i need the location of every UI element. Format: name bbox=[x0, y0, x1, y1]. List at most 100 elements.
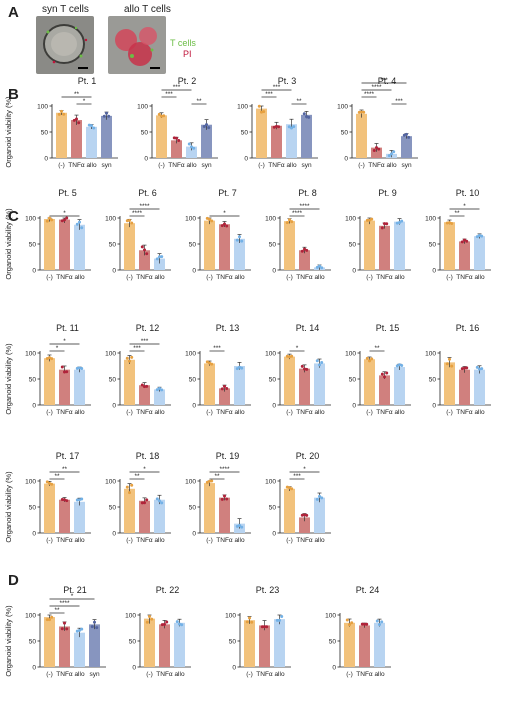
y-tick-label: 100 bbox=[345, 351, 356, 358]
bar bbox=[256, 108, 267, 158]
significance-label: **** bbox=[299, 203, 310, 210]
replicate-point bbox=[318, 264, 321, 268]
x-tick-label: TNFα bbox=[356, 671, 373, 678]
image-title-syn: syn T cells bbox=[42, 4, 89, 15]
replicate-point bbox=[240, 525, 244, 529]
y-tick-label: 50 bbox=[429, 242, 437, 249]
replicate-point bbox=[177, 138, 181, 142]
y-tick-label: 100 bbox=[225, 613, 236, 620]
bar bbox=[284, 356, 295, 405]
bar bbox=[201, 124, 212, 158]
x-tick-label: (-) bbox=[206, 537, 213, 544]
bar bbox=[379, 225, 390, 270]
replicate-point bbox=[130, 355, 134, 359]
y-tick-label: 0 bbox=[272, 403, 276, 410]
replicate-point bbox=[460, 240, 464, 244]
replicate-point bbox=[128, 218, 131, 222]
replicate-point bbox=[387, 154, 391, 158]
y-tick-label: 50 bbox=[29, 242, 37, 249]
legend-pi: PI bbox=[183, 49, 192, 59]
replicate-point bbox=[158, 499, 161, 503]
x-tick-label: (-) bbox=[46, 409, 53, 416]
x-tick-label: (-) bbox=[206, 409, 213, 416]
bar bbox=[444, 222, 455, 270]
y-tick-label: 100 bbox=[125, 613, 136, 620]
replicate-point bbox=[345, 618, 349, 622]
x-tick-label: (-) bbox=[206, 274, 213, 281]
y-tick-label: 100 bbox=[25, 351, 36, 358]
x-tick-label: syn bbox=[401, 162, 412, 169]
significance-label: * bbox=[296, 345, 299, 352]
y-tick-label: 100 bbox=[25, 216, 36, 223]
replicate-point bbox=[278, 618, 281, 622]
replicate-point bbox=[143, 385, 146, 389]
y-tick-label: 100 bbox=[237, 104, 248, 111]
significance-label: **** bbox=[292, 210, 303, 217]
x-tick-label: allo bbox=[234, 409, 245, 416]
y-tick-label: 50 bbox=[29, 377, 37, 384]
x-tick-label: allo bbox=[394, 409, 405, 416]
replicate-point bbox=[290, 487, 294, 491]
y-tick-label: 100 bbox=[37, 104, 48, 111]
y-tick-label: 0 bbox=[32, 665, 36, 672]
x-tick-label: (-) bbox=[358, 162, 365, 169]
chart-title: Pt. 17 bbox=[56, 451, 80, 461]
x-tick-label: TNFα bbox=[216, 409, 233, 416]
x-tick-label: allo bbox=[74, 537, 85, 544]
replicate-point bbox=[192, 146, 196, 150]
replicate-point bbox=[248, 616, 251, 620]
replicate-point bbox=[65, 370, 69, 374]
y-tick-label: 50 bbox=[269, 505, 277, 512]
replicate-point bbox=[318, 494, 321, 498]
y-tick-label: 100 bbox=[105, 351, 116, 358]
y-tick-label: 100 bbox=[265, 216, 276, 223]
significance-label: * bbox=[83, 98, 86, 105]
replicate-point bbox=[385, 222, 389, 226]
replicate-point bbox=[57, 112, 61, 116]
y-tick-label: 0 bbox=[352, 403, 356, 410]
replicate-point bbox=[155, 257, 159, 261]
x-tick-label: TNFα bbox=[136, 274, 153, 281]
bar bbox=[139, 500, 150, 533]
bar bbox=[364, 359, 375, 405]
bar bbox=[139, 250, 150, 270]
bar bbox=[59, 219, 70, 270]
y-tick-label: 0 bbox=[352, 268, 356, 275]
y-tick-label: 50 bbox=[269, 377, 277, 384]
replicate-point bbox=[300, 249, 304, 253]
replicate-point bbox=[125, 356, 129, 360]
bar bbox=[44, 219, 55, 270]
replicate-point bbox=[210, 479, 214, 483]
chart-title: Pt. 12 bbox=[136, 323, 160, 333]
chart-title: Pt. 2 bbox=[178, 76, 197, 86]
replicate-point bbox=[208, 479, 211, 483]
chart-title: Pt. 7 bbox=[218, 188, 237, 198]
bar bbox=[284, 221, 295, 270]
replicate-point bbox=[163, 622, 166, 626]
replicate-point bbox=[162, 114, 166, 118]
x-tick-label: TNFα bbox=[136, 409, 153, 416]
bar bbox=[444, 362, 455, 405]
replicate-point bbox=[465, 366, 469, 370]
replicate-point bbox=[240, 366, 244, 370]
replicate-point bbox=[160, 623, 164, 627]
replicate-point bbox=[235, 238, 239, 242]
x-tick-label: TNFα bbox=[56, 537, 73, 544]
y-tick-label: 50 bbox=[141, 130, 149, 137]
bar bbox=[89, 624, 100, 667]
significance-label: * bbox=[463, 203, 466, 210]
x-tick-label: (-) bbox=[258, 162, 265, 169]
x-tick-label: allo bbox=[314, 274, 325, 281]
significance-label: *** bbox=[133, 345, 141, 352]
replicate-point bbox=[372, 149, 376, 153]
significance-label: * bbox=[303, 466, 306, 473]
replicate-point bbox=[450, 364, 454, 368]
x-tick-label: allo bbox=[274, 671, 285, 678]
replicate-point bbox=[128, 491, 131, 495]
x-tick-label: TNFα bbox=[268, 162, 285, 169]
replicate-point bbox=[175, 620, 179, 624]
replicate-point bbox=[240, 239, 244, 243]
bar bbox=[286, 124, 297, 158]
replicate-point bbox=[62, 112, 66, 116]
x-tick-label: TNFα bbox=[296, 274, 313, 281]
